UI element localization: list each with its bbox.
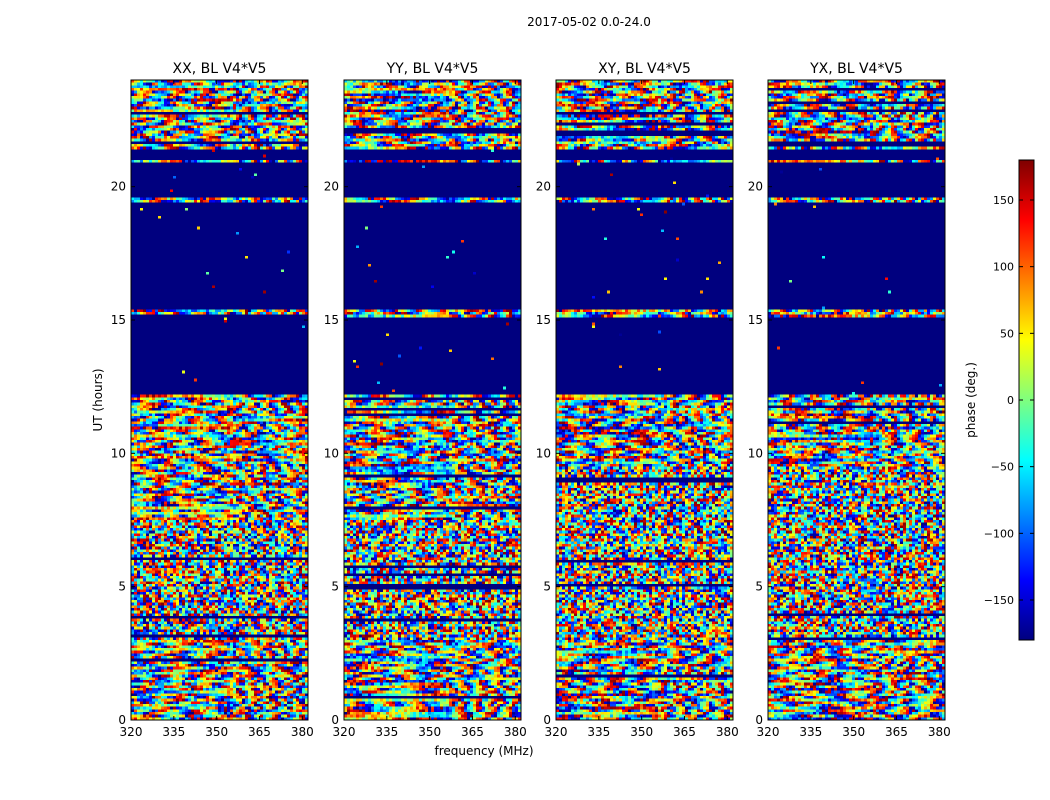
x-tick-label: 350	[418, 725, 441, 739]
x-tick-label: 350	[205, 725, 228, 739]
colorbar-tick-label: 50	[1000, 327, 1014, 340]
x-tick-label: 320	[545, 725, 568, 739]
colorbar-tick-label: −50	[991, 461, 1014, 474]
panel-title: XX, BL V4*V5	[173, 61, 267, 77]
panel-title: XY, BL V4*V5	[598, 61, 691, 77]
x-tick-label: 335	[799, 725, 822, 739]
colorbar-tick-label: 100	[993, 261, 1014, 274]
y-tick-label: 15	[324, 313, 339, 327]
y-tick-label: 20	[536, 180, 551, 194]
y-tick-label: 10	[324, 446, 339, 460]
heatmap-image	[768, 80, 945, 720]
x-tick-label: 335	[587, 725, 610, 739]
x-tick-label: 320	[757, 725, 780, 739]
colorbar: −150 −100 −50 0 50 100 150 phase (deg.)	[964, 159, 1035, 641]
colorbar-tick-label: −150	[984, 594, 1014, 607]
panel-title: YX, BL V4*V5	[809, 61, 903, 77]
x-tick-label: 380	[716, 725, 739, 739]
panel-frame	[555, 79, 734, 721]
panel-3: XY, BL V4*V5 320 335 350 365 380 0 5 10 15 20	[536, 61, 739, 739]
colorbar-tick-label: 150	[993, 194, 1014, 207]
panel-4: YX, BL V4*V5 320 335 350 365 380 0 5 10 15 20	[748, 61, 951, 739]
y-tick-label: 20	[324, 180, 339, 194]
y-tick-label: 20	[748, 180, 763, 194]
x-tick-label: 335	[162, 725, 185, 739]
panel-1: XX, BL V4*V5 320 335 350 365 380 0 5 10 15 20	[111, 61, 314, 739]
colorbar-label: phase (deg.)	[964, 362, 978, 438]
y-tick-label: 15	[111, 313, 126, 327]
y-tick-label: 5	[755, 580, 763, 594]
x-tick-label: 320	[120, 725, 143, 739]
x-tick-label: 320	[333, 725, 356, 739]
panel-frame	[767, 79, 946, 721]
colorbar-tick-label: −100	[984, 527, 1014, 540]
panel-title: YY, BL V4*V5	[386, 61, 479, 77]
y-tick-label: 0	[331, 713, 339, 727]
x-tick-label: 335	[375, 725, 398, 739]
y-tick-label: 0	[543, 713, 551, 727]
y-tick-label: 10	[536, 446, 551, 460]
y-tick-label: 10	[111, 446, 126, 460]
x-tick-label: 365	[885, 725, 908, 739]
y-tick-label: 5	[543, 580, 551, 594]
y-tick-label: 5	[331, 580, 339, 594]
y-tick-label: 20	[111, 180, 126, 194]
heatmap-image	[556, 80, 733, 720]
y-tick-label: 15	[748, 313, 763, 327]
heatmap-image	[131, 80, 308, 720]
x-tick-label: 380	[291, 725, 314, 739]
figure-suptitle: 2017-05-02 0.0-24.0	[527, 15, 651, 29]
y-axis-label: UT (hours)	[91, 368, 105, 431]
colorbar-tick-label: 0	[1007, 394, 1014, 407]
x-axis-label: frequency (MHz)	[434, 744, 533, 758]
x-tick-label: 365	[673, 725, 696, 739]
y-tick-label: 0	[755, 713, 763, 727]
heatmap-image	[344, 80, 521, 720]
y-tick-label: 15	[536, 313, 551, 327]
panel-frame	[343, 79, 522, 721]
x-tick-label: 350	[630, 725, 653, 739]
x-tick-label: 365	[248, 725, 271, 739]
y-tick-label: 10	[748, 446, 763, 460]
panel-2: YY, BL V4*V5 320 335 350 365 380 0 5 10 15 20	[324, 61, 527, 739]
y-tick-label: 5	[118, 580, 126, 594]
x-tick-label: 380	[504, 725, 527, 739]
x-tick-label: 365	[461, 725, 484, 739]
panel-frame	[130, 79, 309, 721]
x-tick-label: 350	[842, 725, 865, 739]
y-tick-label: 0	[118, 713, 126, 727]
x-tick-label: 380	[928, 725, 951, 739]
